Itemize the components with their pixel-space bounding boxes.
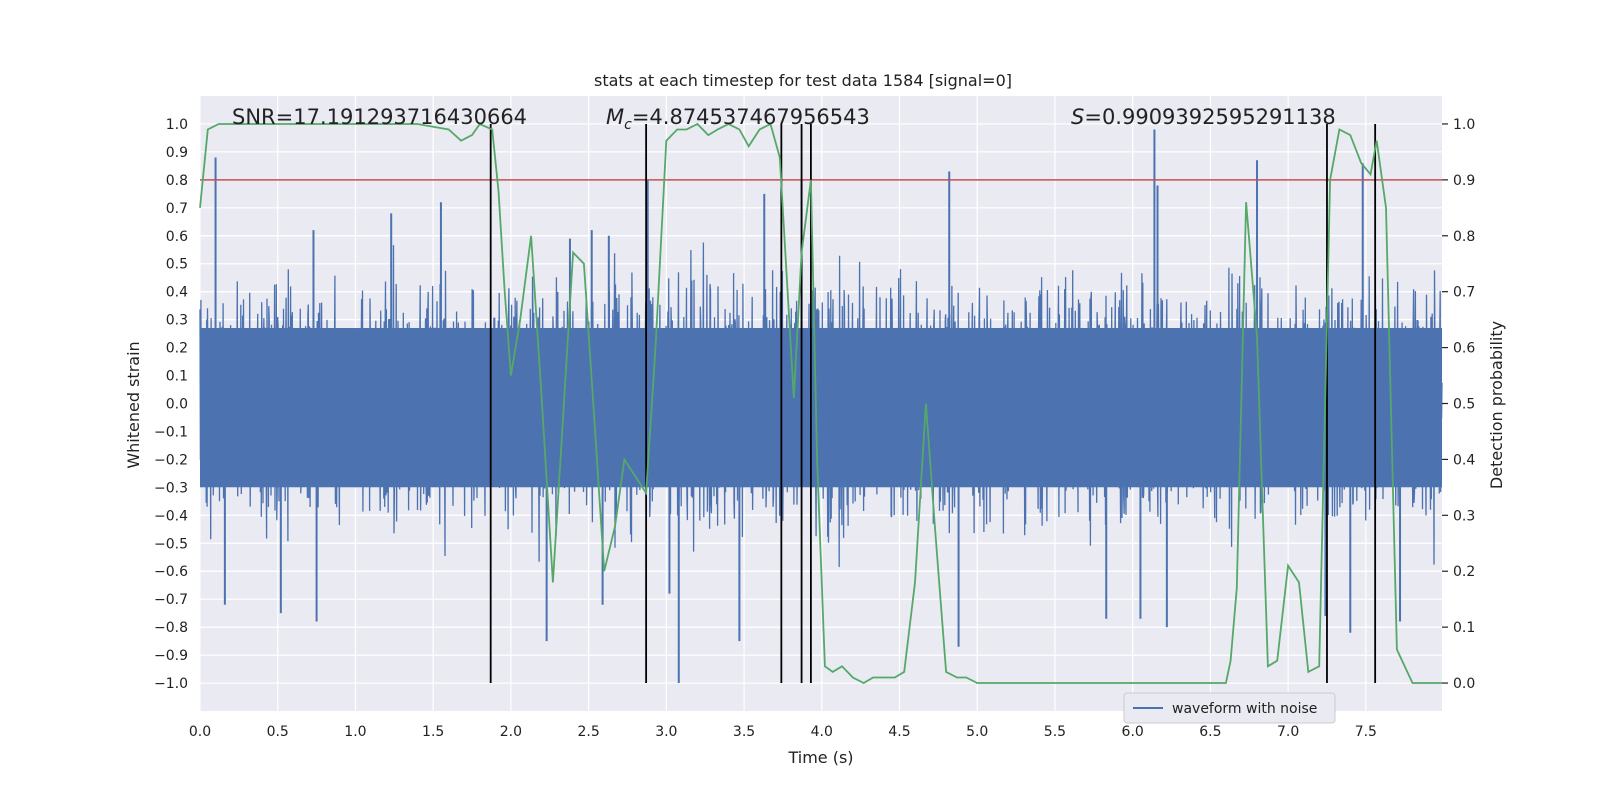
legend: waveform with noise xyxy=(1123,692,1336,724)
y-tick-label: −0.5 xyxy=(154,536,188,552)
y-tick-label: 0.8 xyxy=(166,173,188,189)
x-axis-label: Time (s) xyxy=(787,748,853,767)
y2-tick-label: 0.7 xyxy=(1453,285,1475,301)
x-tick-label: 4.5 xyxy=(888,724,910,740)
x-tick-label: 1.5 xyxy=(422,724,444,740)
y-tick-label: −0.3 xyxy=(154,480,188,496)
probability-line xyxy=(199,122,1442,685)
x-tick-label: 3.5 xyxy=(733,724,755,740)
x-tick-label: 2.5 xyxy=(577,724,599,740)
y-tick-label: −0.8 xyxy=(154,620,188,636)
x-tick-label: 6.5 xyxy=(1199,724,1221,740)
y-tick-label: 0.4 xyxy=(166,285,188,301)
waveform-series xyxy=(199,129,1443,684)
probability-series xyxy=(199,122,1442,685)
stat-annotations: SNR=17.191293716430664 Mc=4.874537467956… xyxy=(232,105,1336,133)
x-tick-label: 4.0 xyxy=(811,724,833,740)
y2-axis-label: Detection probability xyxy=(1487,321,1506,489)
chirp-mass-subscript: c xyxy=(624,117,632,133)
x-tick-label: 5.5 xyxy=(1044,724,1066,740)
chirp-mass-value: =4.874537467956543 xyxy=(632,105,870,129)
chart-title: stats at each timestep for test data 158… xyxy=(594,71,1012,90)
y2-tick-label: 0.1 xyxy=(1453,620,1475,636)
y-tick-label: −0.1 xyxy=(154,424,188,440)
x-tick-label: 3.0 xyxy=(655,724,677,740)
x-tick-label: 7.5 xyxy=(1355,724,1377,740)
y-tick-label: −0.7 xyxy=(154,592,188,608)
x-tick-label: 1.0 xyxy=(344,724,366,740)
s-annotation: S=0.9909392595291138 xyxy=(1071,105,1336,129)
x-tick-label: 6.0 xyxy=(1122,724,1144,740)
y-tick-label: −0.4 xyxy=(154,508,188,524)
snr-annotation: SNR=17.191293716430664 xyxy=(232,105,527,129)
y-axis-ticks: 1.0 0.9 0.8 0.7 0.6 0.5 0.4 0.3 0.2 0.1 0.0 −0.1 −0.… xyxy=(154,117,188,692)
vertical-markers xyxy=(489,123,1377,684)
chirp-mass-annotation: Mc=4.874537467956543 xyxy=(606,105,870,133)
x-tick-label: 2.0 xyxy=(500,724,522,740)
y-tick-label: −1.0 xyxy=(154,676,188,692)
y2-axis-ticks: 1.0 0.9 0.8 0.7 0.6 0.5 0.4 0.3 0.2 0.1 0.0 xyxy=(1442,117,1475,692)
y-tick-label: 0.1 xyxy=(166,369,188,385)
y-tick-label: −0.6 xyxy=(154,564,188,580)
y2-tick-label: 0.2 xyxy=(1453,564,1475,580)
x-tick-label: 0.5 xyxy=(267,724,289,740)
x-tick-label: 5.0 xyxy=(966,724,988,740)
y-tick-label: 0.2 xyxy=(166,341,188,357)
y2-tick-label: 0.4 xyxy=(1453,452,1475,468)
legend-box xyxy=(1123,692,1336,724)
y2-tick-label: 0.3 xyxy=(1453,508,1475,524)
y-tick-label: −0.9 xyxy=(154,648,188,664)
y2-tick-label: 0.9 xyxy=(1453,173,1475,189)
chirp-mass-symbol: M xyxy=(606,105,624,129)
x-axis-ticks: 0.0 0.5 1.0 1.5 2.0 2.5 3.0 3.5 4.0 4.5 5.0 5.5 6.0 6… xyxy=(189,724,1377,740)
x-tick-label: 7.0 xyxy=(1277,724,1299,740)
y-tick-label: 0.6 xyxy=(166,229,188,245)
y2-tick-label: 0.6 xyxy=(1453,341,1475,357)
y2-tick-label: 1.0 xyxy=(1453,117,1475,133)
s-value: =0.9909392595291138 xyxy=(1084,105,1335,129)
y2-tick-label: 0.0 xyxy=(1453,676,1475,692)
s-symbol: S xyxy=(1071,105,1084,129)
y-tick-label: 0.9 xyxy=(166,145,188,161)
waveform-core xyxy=(200,328,1442,488)
y2-tick-label: 0.5 xyxy=(1453,397,1475,413)
y2-tick-label: 0.8 xyxy=(1453,229,1475,245)
x-tick-label: 0.0 xyxy=(189,724,211,740)
y-axis-label: Whitened strain xyxy=(124,341,143,468)
y-tick-label: 0.0 xyxy=(166,397,188,413)
y-tick-label: 0.3 xyxy=(166,313,188,329)
y-tick-label: 0.5 xyxy=(166,257,188,273)
y-tick-label: −0.2 xyxy=(154,452,188,468)
legend-label: waveform with noise xyxy=(1172,701,1317,717)
y-tick-label: 0.7 xyxy=(166,201,188,217)
y-tick-label: 1.0 xyxy=(166,117,188,133)
